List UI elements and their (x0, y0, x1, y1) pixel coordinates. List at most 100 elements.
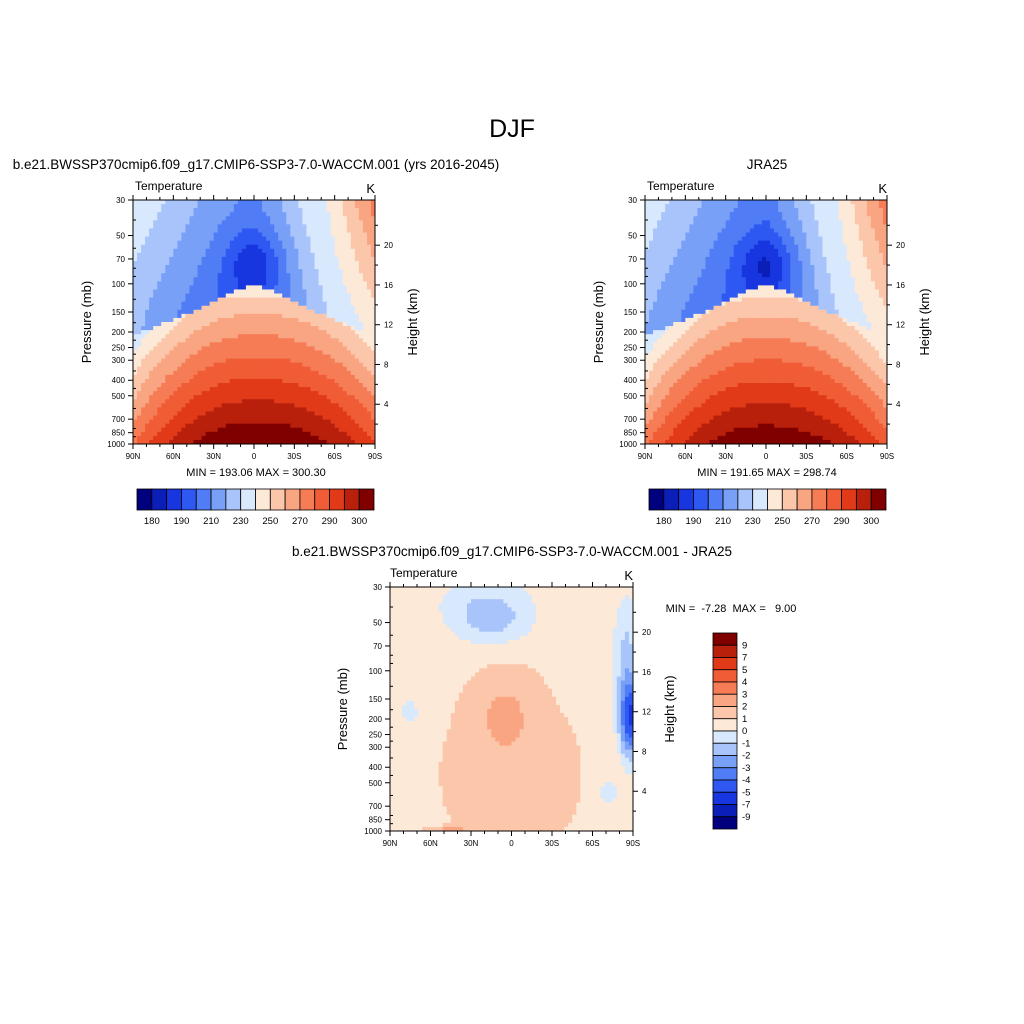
contour-cell (822, 244, 828, 250)
contour-cell (330, 277, 336, 282)
contour-cell (185, 256, 191, 262)
contour-cell (725, 269, 731, 274)
contour-cell (193, 289, 199, 295)
contour-cell (657, 277, 662, 282)
contour-cell (209, 248, 215, 254)
contour-cell (330, 313, 336, 319)
contour-cell (709, 216, 715, 221)
contour-cell (882, 273, 887, 278)
contour-cell (302, 281, 308, 286)
contour-cell (286, 317, 291, 323)
contour-cell (270, 431, 275, 437)
contour-cell (350, 322, 356, 327)
contour-cell (830, 216, 836, 221)
contour-cell (201, 228, 207, 234)
contour-cell (241, 289, 247, 295)
contour-cell (866, 212, 872, 217)
contour-cell (310, 289, 316, 295)
contour-cell (169, 330, 174, 335)
contour-cell (753, 240, 759, 246)
contour-cell (838, 228, 844, 234)
contour-cell (854, 265, 860, 270)
contour-cell (370, 411, 375, 417)
contour-cell (217, 403, 223, 408)
contour-cell (354, 281, 360, 286)
contour-cell (161, 439, 166, 444)
contour-cell (774, 216, 779, 221)
contour-cell (157, 395, 162, 400)
contour-cell (282, 354, 287, 360)
contour-cell (338, 399, 344, 404)
contour-cell (834, 248, 840, 254)
contour-cell (282, 383, 287, 388)
contour-cell (225, 383, 231, 388)
contour-cell (213, 423, 219, 429)
contour-cell (153, 399, 158, 404)
contour-cell (177, 427, 182, 433)
contour-cell (334, 228, 340, 234)
contour-cell (294, 297, 299, 303)
contour-cell (169, 256, 174, 262)
contour-cell (161, 313, 166, 319)
contour-cell (161, 391, 166, 396)
contour-cell (221, 248, 227, 254)
contour-cell (165, 220, 170, 225)
contour-cell (145, 326, 150, 331)
contour-cell (733, 204, 739, 209)
contour-cell (362, 216, 368, 221)
contour-cell (245, 350, 251, 356)
contour-cell (278, 326, 283, 331)
contour-cell (262, 330, 267, 335)
contour-cell (201, 423, 207, 429)
contour-cell (193, 399, 199, 404)
contour-cell (149, 391, 154, 396)
contour-cell (185, 244, 191, 250)
contour-cell (729, 265, 735, 270)
contour-cell (306, 362, 312, 368)
contour-cell (729, 216, 735, 221)
contour-cell (149, 232, 154, 238)
contour-cell (334, 313, 340, 319)
contour-cell (258, 216, 263, 221)
contour-cell (741, 200, 747, 205)
contour-cell (245, 297, 251, 303)
contour-cell (177, 391, 182, 396)
contour-cell (874, 220, 880, 225)
contour-cell (165, 285, 170, 291)
contour-cell (165, 269, 170, 274)
contour-cell (362, 387, 368, 392)
colorbar-box (210, 488, 227, 511)
contour-cell (838, 224, 844, 230)
contour-cell (181, 374, 187, 380)
contour-cell (165, 423, 170, 429)
contour-cell (745, 228, 751, 234)
contour-cell (733, 216, 739, 221)
contour-cell (358, 435, 364, 441)
contour-cell (141, 216, 146, 221)
contour-cell (266, 305, 271, 311)
contour-cell (221, 256, 227, 262)
contour-cell (225, 273, 231, 278)
contour-cell (318, 224, 324, 230)
contour-cell (306, 240, 312, 246)
contour-cell (326, 261, 332, 266)
panel-model: b.e21.BWSSP370cmip6.f09_g17.CMIP6-SSP3-7… (13, 157, 499, 527)
contour-cell (201, 378, 207, 384)
contour-cell (294, 240, 299, 246)
contour-cell (278, 330, 283, 335)
contour-cell (278, 252, 283, 258)
contour-cell (290, 358, 295, 364)
contour-cell (362, 301, 368, 307)
contour-cell (282, 374, 287, 380)
contour-cell (717, 269, 723, 274)
contour-cell (241, 220, 247, 225)
contour-cell (286, 391, 291, 396)
contour-cell (318, 362, 324, 368)
contour-cell (266, 439, 271, 444)
contour-cell (241, 326, 247, 331)
contour-cell (201, 427, 207, 433)
contour-cell (209, 269, 215, 274)
contour-cell (322, 281, 328, 286)
contour-cell (302, 293, 308, 299)
contour-cell (338, 212, 344, 217)
